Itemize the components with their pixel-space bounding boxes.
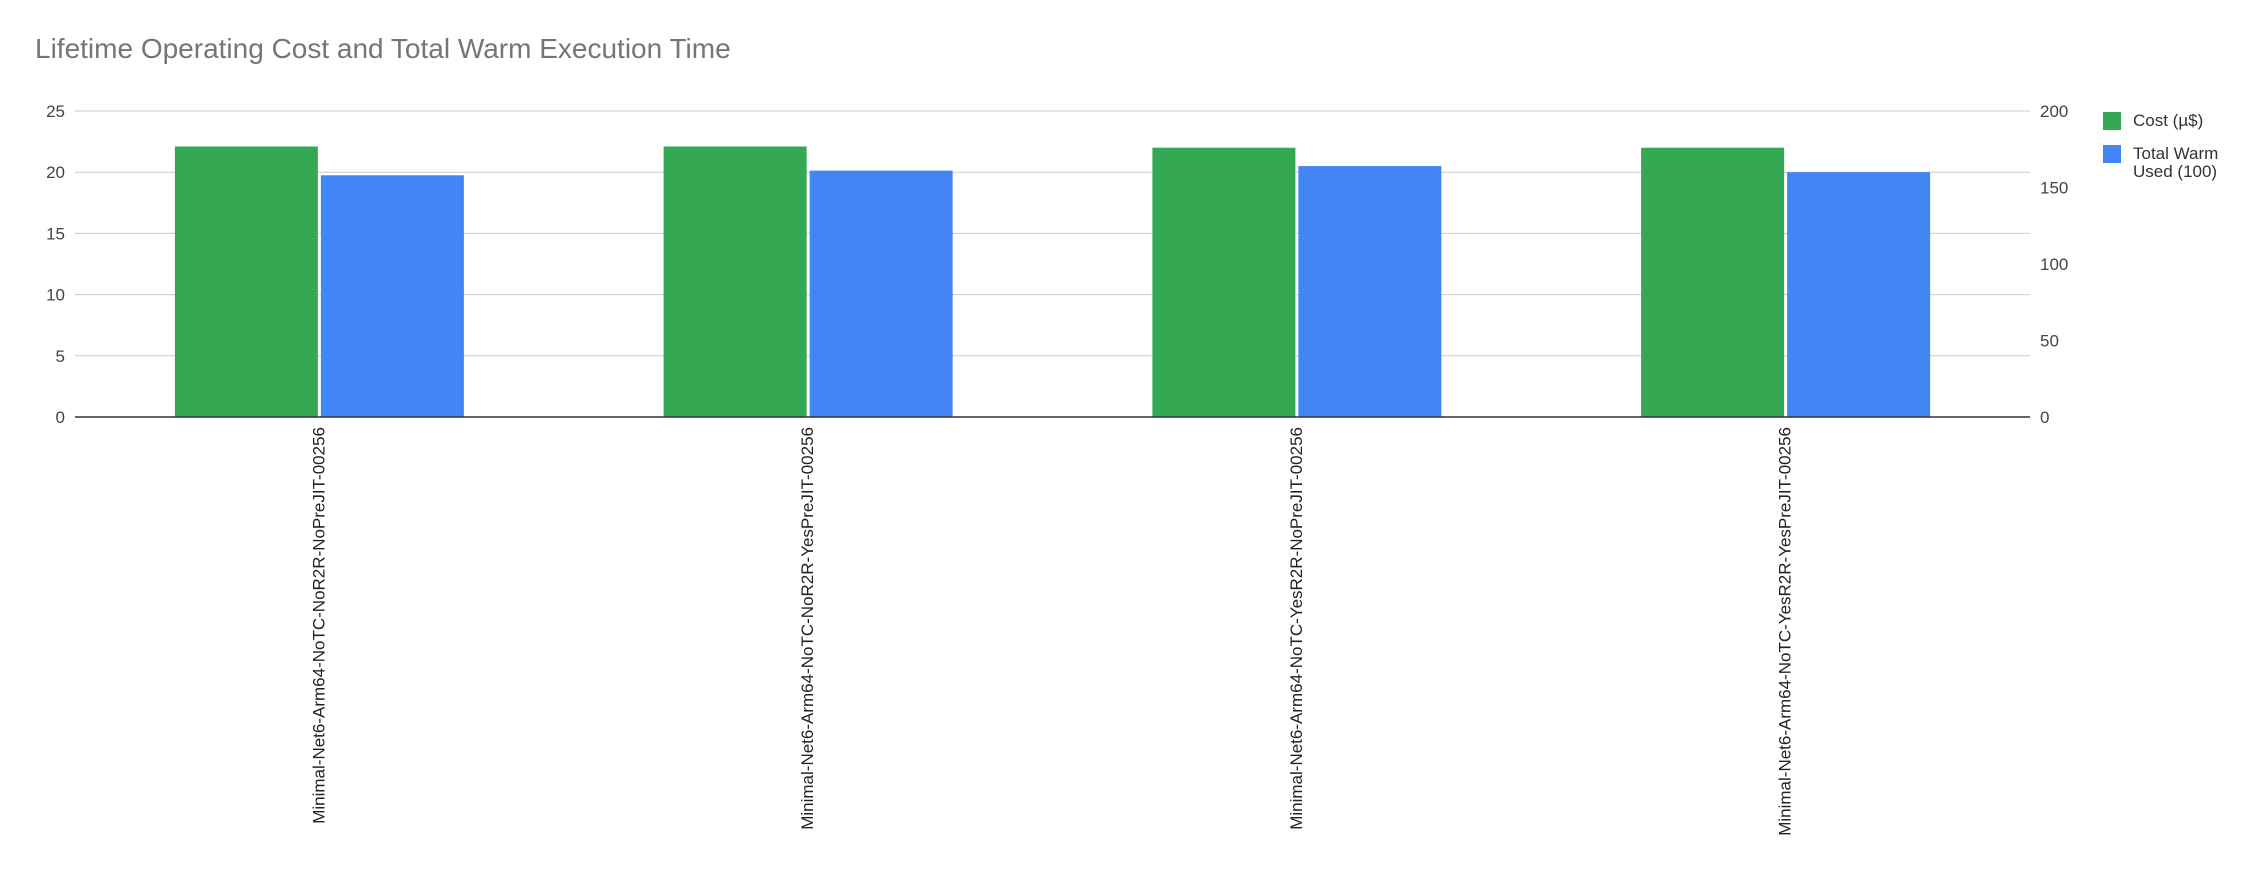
x-tick-label: Minimal-Net6-Arm64-NoTC-YesR2R-NoPreJIT-… bbox=[1287, 427, 1306, 830]
y-right-tick-label: 0 bbox=[2040, 408, 2049, 427]
y-left-tick-label: 0 bbox=[56, 408, 65, 427]
bar-cost bbox=[1152, 147, 1296, 417]
y-right-tick-label: 200 bbox=[2040, 102, 2068, 121]
bar-cost bbox=[1641, 147, 1785, 417]
legend-label: Total Warm Used (100) bbox=[2133, 144, 2218, 181]
x-tick-label: Minimal-Net6-Arm64-NoTC-YesR2R-YesPreJIT… bbox=[1776, 427, 1795, 836]
bar-cost bbox=[663, 146, 807, 417]
y-left-tick-label: 25 bbox=[46, 102, 65, 121]
y-right-tick-label: 150 bbox=[2040, 179, 2068, 198]
bar-total-warm-used bbox=[320, 175, 464, 417]
bar-total-warm-used bbox=[809, 170, 953, 417]
legend-swatch bbox=[2103, 112, 2121, 130]
y-left-tick-label: 20 bbox=[46, 163, 65, 182]
bar-total-warm-used bbox=[1787, 172, 1931, 417]
bar-total-warm-used bbox=[1298, 166, 1442, 417]
y-left-tick-label: 15 bbox=[46, 224, 65, 243]
legend-swatch bbox=[2103, 145, 2121, 163]
bar-cost bbox=[174, 146, 318, 417]
x-tick-label: Minimal-Net6-Arm64-NoTC-NoR2R-NoPreJIT-0… bbox=[309, 427, 328, 824]
y-left-tick-label: 10 bbox=[46, 286, 65, 305]
x-tick-label: Minimal-Net6-Arm64-NoTC-NoR2R-YesPreJIT-… bbox=[798, 427, 817, 830]
y-right-tick-label: 100 bbox=[2040, 255, 2068, 274]
y-right-tick-label: 50 bbox=[2040, 332, 2059, 351]
legend-label: Cost (µ$) bbox=[2133, 111, 2203, 130]
chart-title: Lifetime Operating Cost and Total Warm E… bbox=[35, 33, 731, 64]
y-left-tick-label: 5 bbox=[56, 347, 65, 366]
